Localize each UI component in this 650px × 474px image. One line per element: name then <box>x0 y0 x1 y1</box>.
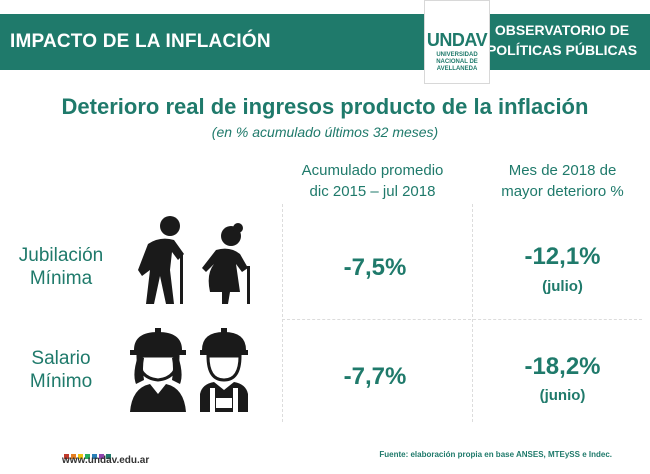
observatory-line2: POLÍTICAS PÚBLICAS <box>486 42 638 58</box>
undav-logo: UNDAV UNIVERSIDAD NACIONAL DE AVELLANEDA <box>424 0 490 84</box>
row-label-line1: Jubilación <box>18 245 104 266</box>
divider-horizontal <box>282 319 642 320</box>
footer-color-square <box>64 454 69 459</box>
logo-subtitle: UNIVERSIDAD NACIONAL DE AVELLANEDA <box>425 52 489 73</box>
pension-worst-value: -12,1% <box>524 243 601 270</box>
pension-accumulated-value: -7,5% <box>343 254 407 281</box>
column-header-accumulated: Acumulado promedio dic 2015 – jul 2018 <box>285 160 460 202</box>
divider-vertical <box>282 204 283 422</box>
footer-color-squares <box>64 446 113 464</box>
workers-hardhat-icon <box>130 328 248 412</box>
wage-worst-month: (junio) <box>539 387 586 404</box>
header-observatory: OBSERVATORIO DE POLÍTICAS PÚBLICAS <box>482 20 642 60</box>
logo-line1: UNIVERSIDAD <box>436 52 478 58</box>
logo-line3: AVELLANEDA <box>436 66 478 72</box>
page-subtitle: (en % acumulado últimos 32 meses) <box>211 124 439 140</box>
row-label-line1: Salario <box>31 348 91 369</box>
column-header-line2: mayor deterioro % <box>501 183 624 200</box>
row-label-line2: Mínima <box>29 268 93 289</box>
logo-word: UNDAV <box>426 30 488 50</box>
pension-worst-month: (julio) <box>542 278 583 295</box>
column-header-line1: Acumulado promedio <box>301 162 444 179</box>
footer-url[interactable]: www.undav.edu.ar <box>62 455 150 466</box>
elderly-couple-icon <box>138 216 250 304</box>
wage-worst-value: -18,2% <box>524 353 601 380</box>
footer-source: Fuente: elaboración propia en base ANSES… <box>379 450 612 459</box>
column-header-worst-month: Mes de 2018 de mayor deterioro % <box>480 160 645 202</box>
observatory-line1: OBSERVATORIO DE <box>494 22 630 38</box>
logo-line2: NACIONAL DE <box>436 59 478 65</box>
row-label-wage: Salario Mínimo <box>2 347 120 393</box>
column-header-line2: dic 2015 – jul 2018 <box>309 183 436 200</box>
header-title: IMPACTO DE LA INFLACIÓN <box>10 31 271 52</box>
footer-color-square <box>85 454 90 459</box>
footer-color-square <box>92 454 97 459</box>
footer-color-square <box>78 454 83 459</box>
wage-accumulated-value: -7,7% <box>343 363 407 390</box>
footer-color-square <box>106 454 111 459</box>
footer-color-square <box>71 454 76 459</box>
header-bar <box>0 14 650 70</box>
footer-color-square <box>99 454 104 459</box>
divider-vertical <box>472 204 473 422</box>
column-header-line1: Mes de 2018 de <box>508 162 617 179</box>
row-label-line2: Mínimo <box>29 371 93 392</box>
row-label-pension: Jubilación Mínima <box>2 244 120 290</box>
page-title: Deterioro real de ingresos producto de l… <box>61 94 589 119</box>
